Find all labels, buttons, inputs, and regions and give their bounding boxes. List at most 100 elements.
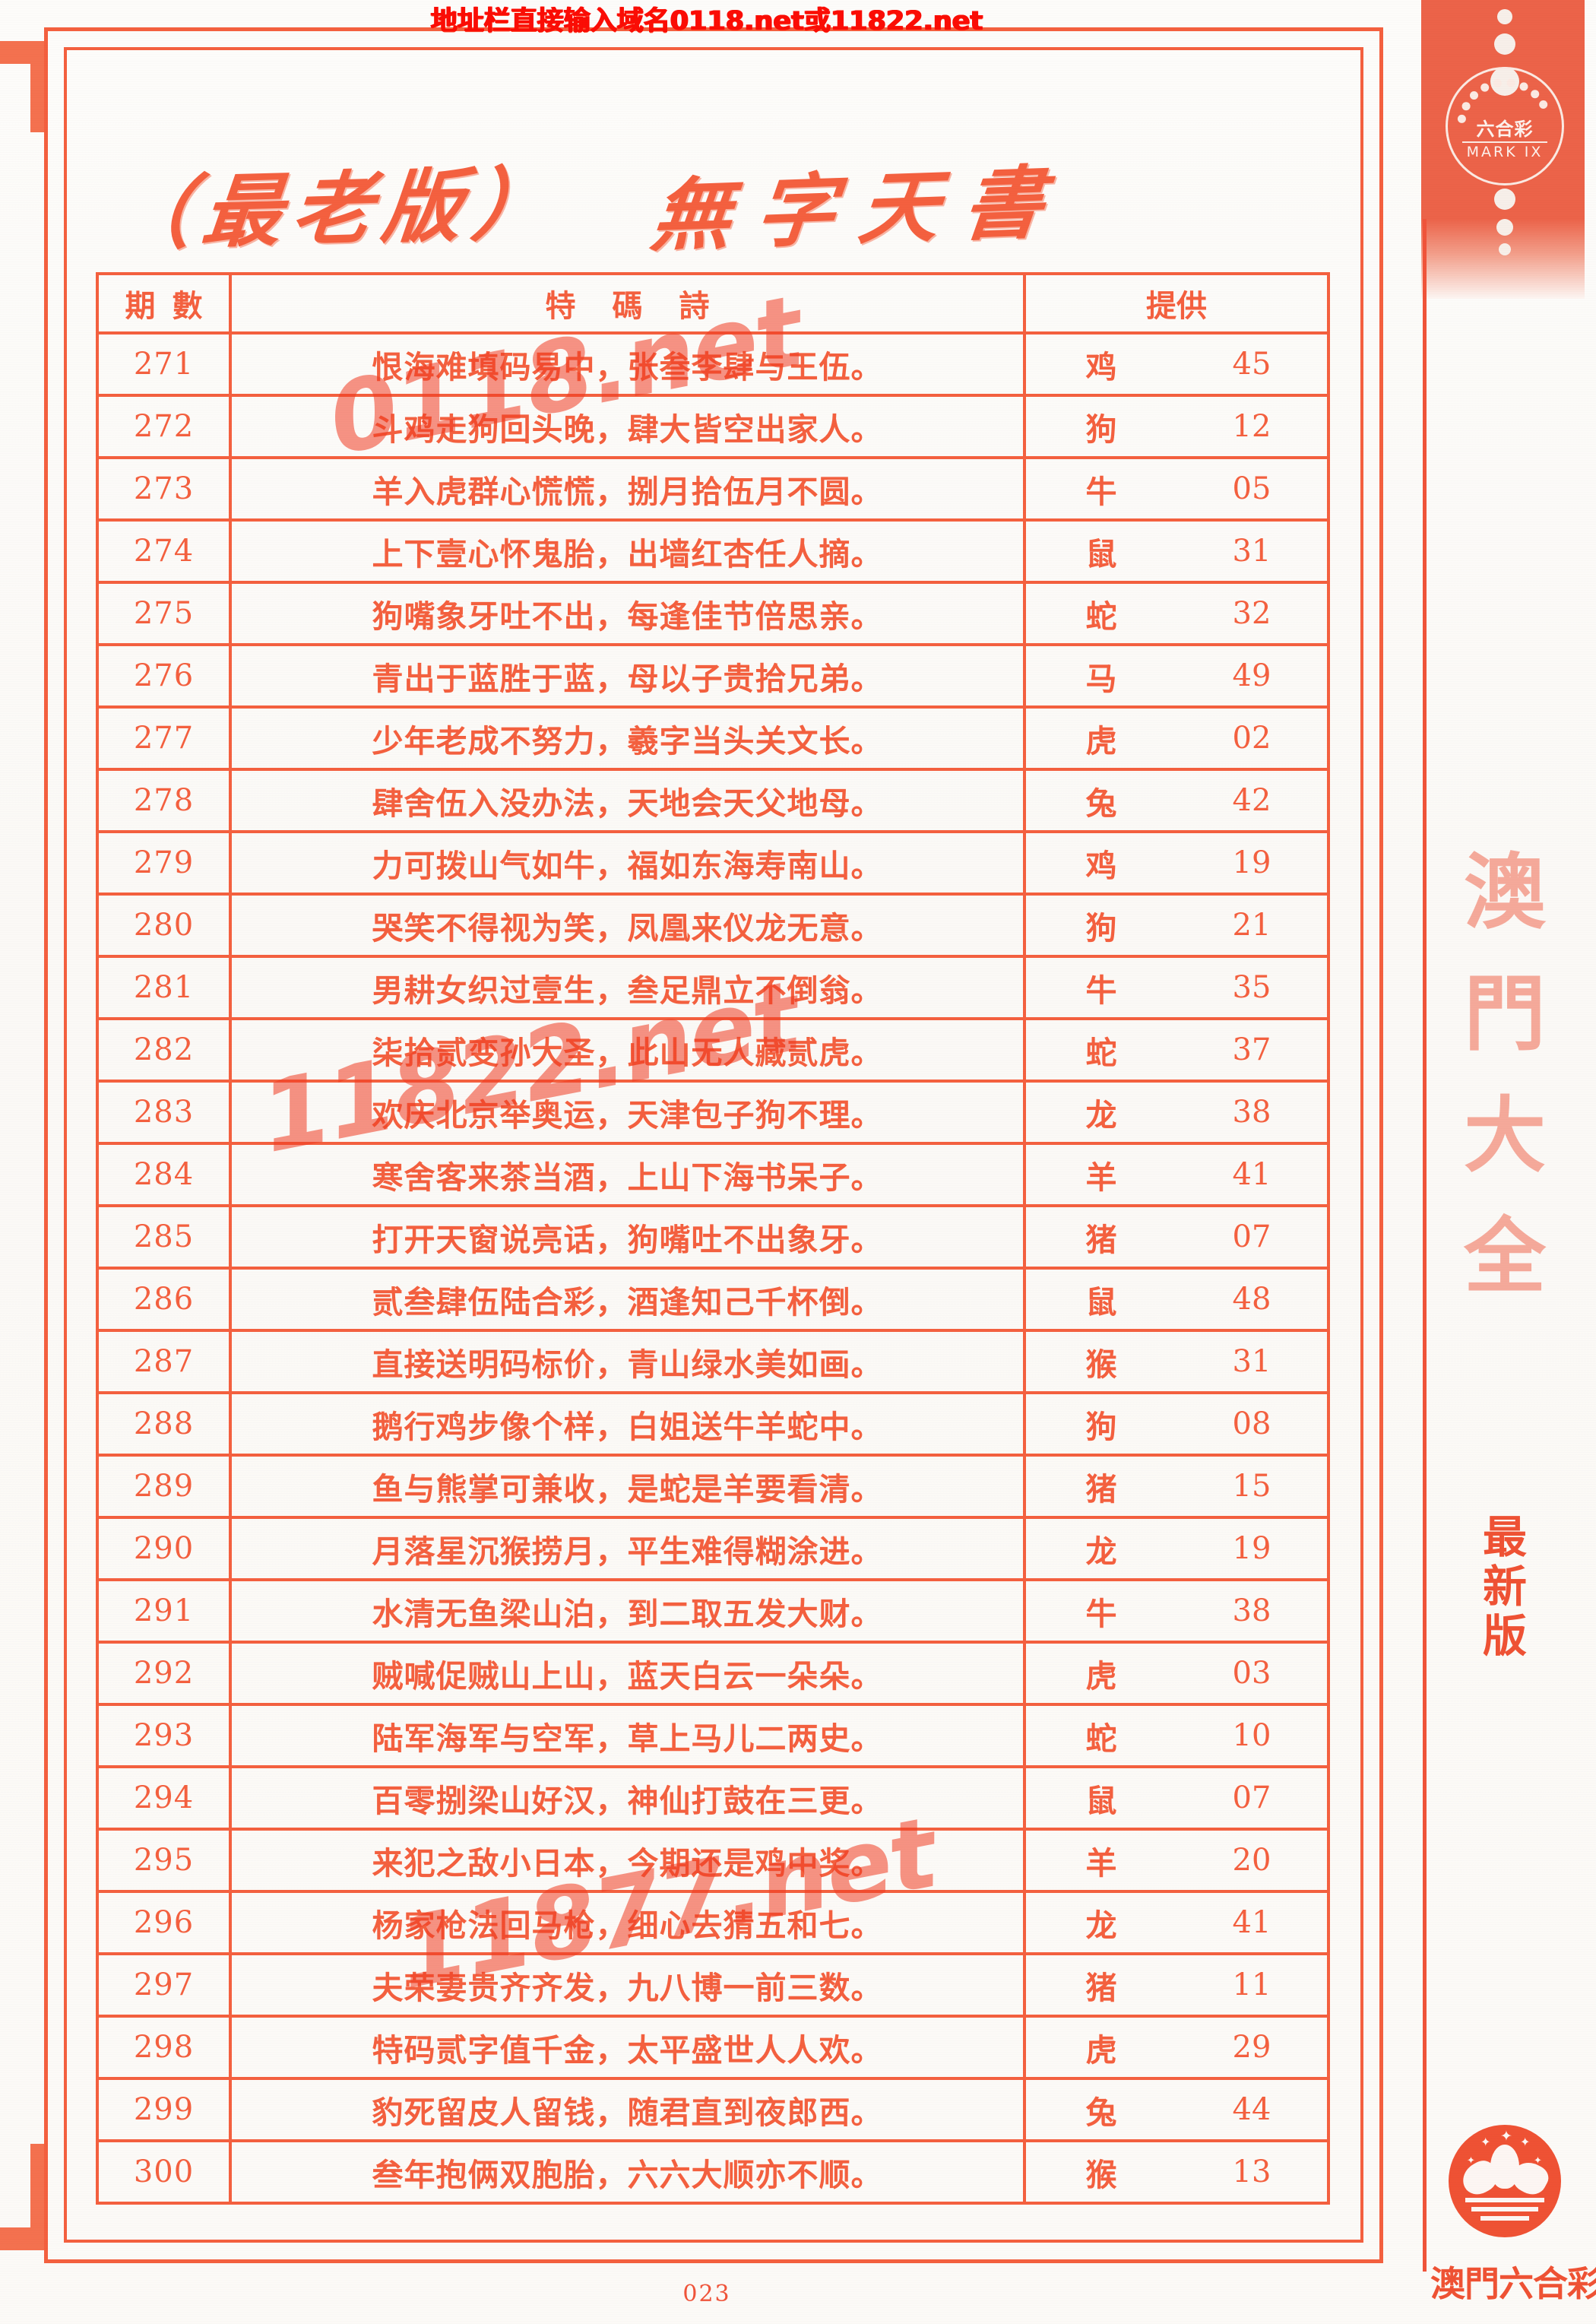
table-row: 285 打开天窗说亮话，狗嘴吐不出象牙。猪 07 [96, 1204, 1330, 1270]
cell-special-number: 20 [1176, 1828, 1330, 1893]
decorative-dot-icon [1494, 189, 1515, 210]
cell-special-number: 41 [1176, 1142, 1330, 1207]
cell-issue-number: 280 [96, 893, 232, 958]
decorative-dot-icon [1497, 9, 1512, 24]
cell-poem-text: 狗嘴象牙吐不出，每逢佳节倍思亲。 [229, 581, 1026, 646]
sidebar-title-char: 全 [1463, 1210, 1546, 1305]
sidebar-title-char: 大 [1463, 1088, 1546, 1184]
cell-special-number: 38 [1176, 1578, 1330, 1644]
cell-issue-number: 271 [96, 331, 232, 397]
cell-poem-text: 斗鸡走狗回头晚，肆大皆空出家人。 [229, 394, 1026, 459]
cell-poem-text: 少年老成不努力，羲字当头关文长。 [229, 705, 1026, 771]
cell-special-number: 31 [1176, 518, 1330, 584]
cell-issue-number: 282 [96, 1017, 232, 1083]
table-row: 274 上下壹心怀鬼胎，出墙红杏任人摘。鼠 31 [96, 518, 1330, 584]
cell-poem-text: 直接送明码标价，青山绿水美如画。 [229, 1329, 1026, 1394]
table-row: 289 鱼与熊掌可兼收，是蛇是羊要看清。猪 15 [96, 1454, 1330, 1519]
cell-issue-number: 284 [96, 1142, 232, 1207]
column-header-poem: 特碼詩 [229, 272, 1026, 334]
cell-special-number: 19 [1176, 1516, 1330, 1581]
mark-six-logo-cn: 六合彩 [1476, 119, 1534, 140]
cell-poem-text: 男耕女织过壹生，叁足鼎立不倒翁。 [229, 955, 1026, 1020]
table-row: 292 贼喊促贼山上山，蓝天白云一朵朵。虎 03 [96, 1641, 1330, 1706]
table-row: 294 百零捌梁山好汉，神仙打鼓在三更。鼠 07 [96, 1765, 1330, 1831]
cell-special-number: 35 [1176, 955, 1330, 1020]
cell-zodiac: 狗 [1023, 893, 1176, 958]
cell-issue-number: 275 [96, 581, 232, 646]
frame-outer-right [1379, 27, 1383, 2263]
cell-poem-text: 柒拾贰变孙大圣，此山无人藏贰虎。 [229, 1017, 1026, 1083]
cell-poem-text: 欢庆北京举奥运，天津包子狗不理。 [229, 1080, 1026, 1145]
cell-poem-text: 寒舍客来茶当酒，上山下海书呆子。 [229, 1142, 1026, 1207]
sidebar-subtitle-char: 版 [1482, 1609, 1527, 1662]
cell-issue-number: 288 [96, 1391, 232, 1457]
corner-accent-top-left-bar [30, 41, 44, 132]
cell-issue-number: 289 [96, 1454, 232, 1519]
cell-zodiac: 猪 [1023, 1204, 1176, 1270]
prediction-table: 期數 特碼詩 提供 271 恨海难填码易中，张叁李肆与王伍。鸡 45 272 斗鸡走狗回… [96, 272, 1330, 2205]
cell-poem-text: 鹅行鸡步像个样，白姐送牛羊蛇中。 [229, 1391, 1026, 1457]
cell-poem-text: 豹死留皮人留钱，随君直到夜郎西。 [229, 2077, 1026, 2142]
cell-zodiac: 牛 [1023, 456, 1176, 522]
table-row: 291 水清无鱼梁山泊，到二取五发大财。牛 38 [96, 1578, 1330, 1644]
header-banner: 地址栏直接输入域名0118.net或11822.net [0, 2, 1414, 36]
cell-poem-text: 打开天窗说亮话，狗嘴吐不出象牙。 [229, 1204, 1026, 1270]
cell-issue-number: 274 [96, 518, 232, 584]
sidebar-subtitle-char: 最 [1482, 1511, 1527, 1563]
cell-poem-text: 贼喊促贼山上山，蓝天白云一朵朵。 [229, 1641, 1026, 1706]
cell-issue-number: 298 [96, 2015, 232, 2080]
cell-poem-text: 鱼与熊掌可兼收，是蛇是羊要看清。 [229, 1454, 1026, 1519]
cell-poem-text: 来犯之敌小日本，今期还是鸡中奖。 [229, 1828, 1026, 1893]
cell-issue-number: 279 [96, 830, 232, 896]
cell-special-number: 38 [1176, 1080, 1330, 1145]
sidebar-subtitle-char: 新 [1482, 1560, 1527, 1612]
sidebar-vertical-title: 澳 門 大 全 [1414, 832, 1596, 1318]
cell-poem-text: 陆军海军与空军，草上马儿二两史。 [229, 1703, 1026, 1768]
column-header-provided: 提供 [1023, 272, 1330, 334]
cell-issue-number: 290 [96, 1516, 232, 1581]
cell-zodiac: 虎 [1023, 2015, 1176, 2080]
table-row: 295 来犯之敌小日本，今期还是鸡中奖。羊 20 [96, 1828, 1330, 1893]
table-row: 277 少年老成不努力，羲字当头关文长。虎 02 [96, 705, 1330, 771]
wave-line [1465, 2198, 1544, 2202]
cell-issue-number: 287 [96, 1329, 232, 1394]
logo-arc-dot-icon [1469, 90, 1478, 100]
cell-zodiac: 蛇 [1023, 1017, 1176, 1083]
table-row: 286 贰叁肆伍陆合彩，酒逢知己千杯倒。鼠 48 [96, 1267, 1330, 1332]
cell-zodiac: 羊 [1023, 1142, 1176, 1207]
cell-zodiac: 龙 [1023, 1080, 1176, 1145]
cell-zodiac: 鼠 [1023, 518, 1176, 584]
lotus-petal-center [1490, 2145, 1519, 2189]
cell-poem-text: 水清无鱼梁山泊，到二取五发大财。 [229, 1578, 1026, 1644]
logo-arc-dot-icon [1480, 83, 1489, 92]
cell-special-number: 03 [1176, 1641, 1330, 1706]
cell-zodiac: 猪 [1023, 1952, 1176, 2018]
cell-poem-text: 叁年抱俩双胞胎，六六大顺亦不顺。 [229, 2139, 1026, 2205]
logo-arc-dot-icon [1530, 89, 1539, 98]
cell-zodiac: 羊 [1023, 1828, 1176, 1893]
cell-zodiac: 猴 [1023, 1329, 1176, 1394]
sidebar-title-char: 澳 [1463, 845, 1546, 940]
sidebar-left-rule [1423, 219, 1427, 2272]
mark-six-logo-en: MARK IX [1466, 144, 1544, 160]
page-title: （最老版） 無字天書 [91, 141, 1353, 262]
star-icon: ✦ [1534, 2154, 1542, 2166]
sidebar-vertical-subtitle: 最 新 版 [1414, 1513, 1596, 1661]
cell-issue-number: 276 [96, 643, 232, 709]
cell-issue-number: 285 [96, 1204, 232, 1270]
cell-issue-number: 277 [96, 705, 232, 771]
table-row: 300 叁年抱俩双胞胎，六六大顺亦不顺。猴 13 [96, 2139, 1330, 2205]
table-row: 281 男耕女织过壹生，叁足鼎立不倒翁。牛 35 [96, 955, 1330, 1020]
sidebar-bottom-label: 澳門六合彩 [1430, 2263, 1596, 2304]
corner-accent-bottom-left-bar [30, 2144, 44, 2250]
table-row: 298 特码贰字值千金，太平盛世人人欢。虎 29 [96, 2015, 1330, 2080]
cell-zodiac: 鸡 [1023, 331, 1176, 397]
cell-poem-text: 上下壹心怀鬼胎，出墙红杏任人摘。 [229, 518, 1026, 584]
cell-special-number: 45 [1176, 331, 1330, 397]
page-title-main: 無字天書 [647, 154, 1072, 262]
cell-issue-number: 291 [96, 1578, 232, 1644]
table-row: 275 狗嘴象牙吐不出，每逢佳节倍思亲。蛇 32 [96, 581, 1330, 646]
cell-issue-number: 295 [96, 1828, 232, 1893]
cell-special-number: 44 [1176, 2077, 1330, 2142]
cell-special-number: 05 [1176, 456, 1330, 522]
